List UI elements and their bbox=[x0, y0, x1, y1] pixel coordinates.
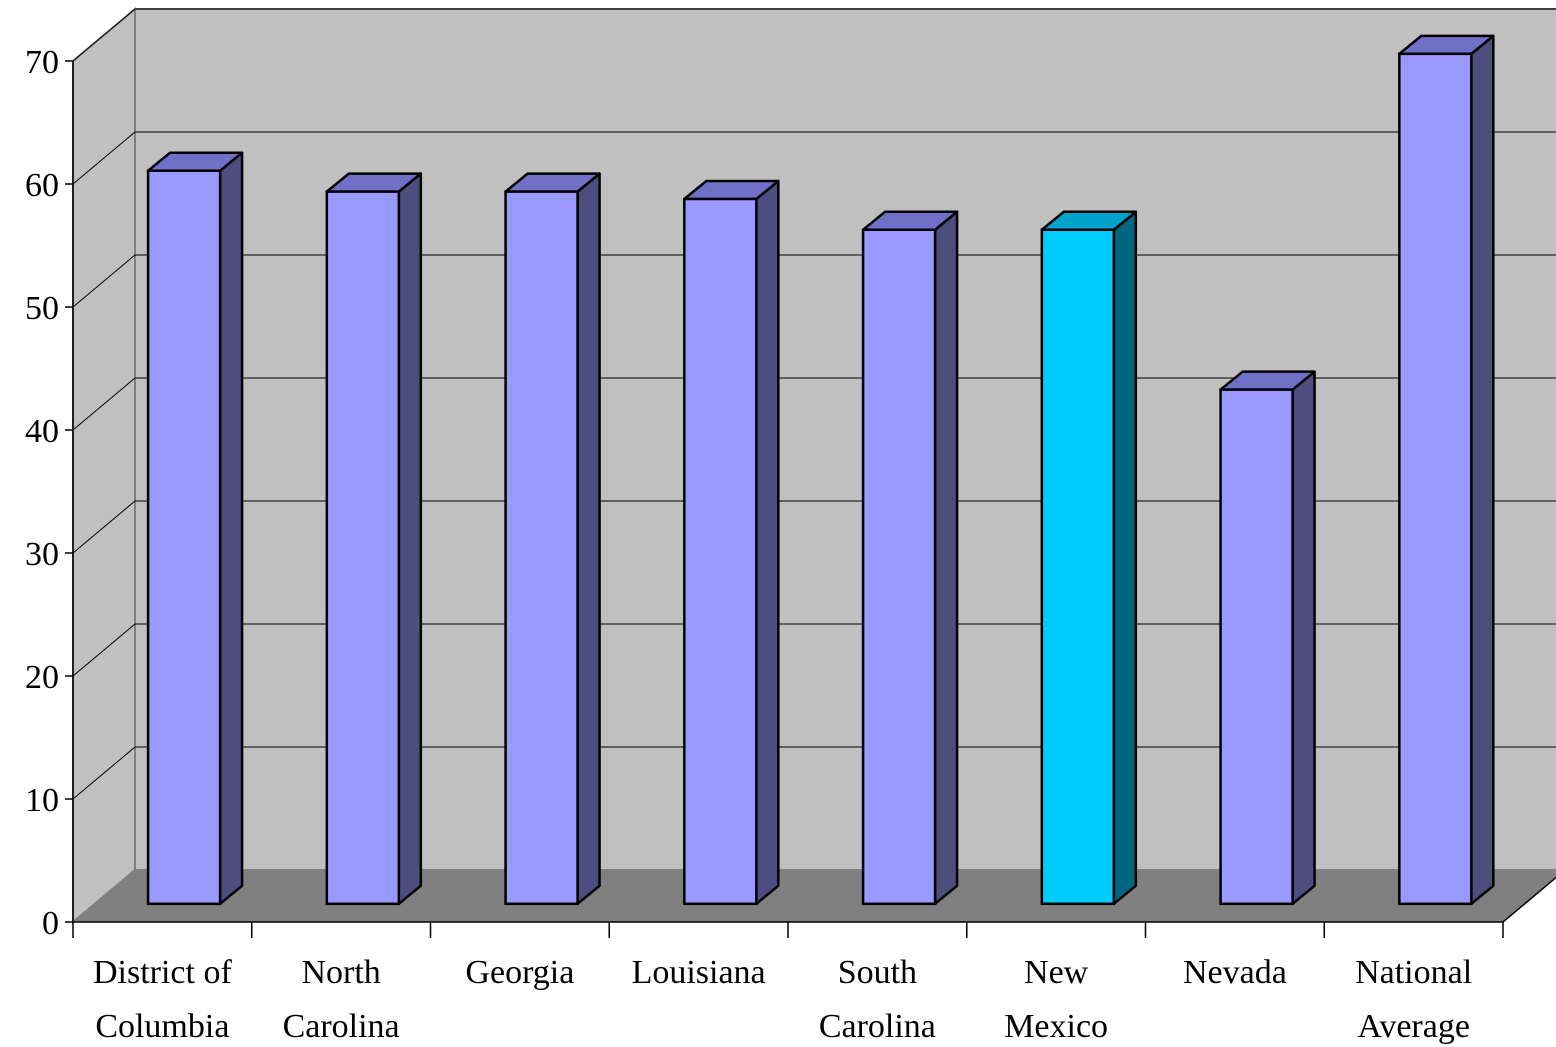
x-tick-label-line: Georgia bbox=[465, 954, 574, 991]
x-tick-label-line: Carolina bbox=[283, 1008, 400, 1045]
bar-side bbox=[755, 179, 780, 906]
bar-front bbox=[683, 197, 758, 906]
gridline-side bbox=[72, 131, 136, 185]
x-tick-label: National Average bbox=[1355, 954, 1472, 1045]
x-tick-label: South Carolina bbox=[819, 954, 936, 1045]
bar-side bbox=[933, 210, 959, 906]
bar-front bbox=[1040, 228, 1116, 906]
bar-side bbox=[397, 172, 423, 906]
bar-front bbox=[1219, 388, 1294, 906]
x-tick-label-line: Nevada bbox=[1183, 954, 1287, 991]
gridline-side bbox=[72, 254, 136, 308]
gridline-side bbox=[72, 623, 136, 677]
x-tick-label: Georgia bbox=[465, 954, 574, 991]
y-tick-label: 20 bbox=[25, 659, 59, 696]
y-tick-label: 0 bbox=[42, 905, 59, 942]
x-tick-label-line: North bbox=[301, 954, 380, 991]
y-tick-label: 70 bbox=[25, 44, 59, 81]
bar-side bbox=[1470, 34, 1495, 906]
x-tick-label-line: Louisiana bbox=[632, 954, 766, 991]
x-tick-label: New Mexico bbox=[1004, 954, 1108, 1045]
x-tick-label: Nevada bbox=[1183, 954, 1287, 991]
x-tick-label: District of Columbia bbox=[93, 954, 232, 1045]
bar bbox=[1040, 210, 1138, 906]
x-tick-label-line: Mexico bbox=[1004, 1008, 1108, 1045]
bar bbox=[861, 210, 959, 906]
bar bbox=[1398, 34, 1495, 906]
gridline-side bbox=[72, 500, 136, 554]
bar-side bbox=[576, 172, 601, 906]
bar-front bbox=[146, 169, 222, 906]
x-axis-depth-line bbox=[1502, 876, 1556, 923]
axes: 0 10 20 30 40 50 60 70 District of Columbia North C… bbox=[25, 44, 1556, 1045]
bar-front bbox=[504, 190, 579, 906]
y-tick-label: 60 bbox=[25, 167, 59, 204]
floor bbox=[73, 870, 1556, 922]
y-tick-label: 10 bbox=[25, 782, 59, 819]
bar bbox=[683, 179, 780, 906]
bar-side bbox=[1291, 370, 1316, 906]
x-tick-label: Louisiana bbox=[632, 954, 766, 991]
bar bbox=[146, 151, 244, 906]
x-tick-label-line: District of bbox=[93, 954, 232, 991]
bar bbox=[325, 172, 423, 906]
chart-walls bbox=[72, 6, 1556, 925]
x-tick-label: North Carolina bbox=[283, 954, 400, 1045]
gridline-side bbox=[72, 377, 136, 431]
x-tick-label-line: Carolina bbox=[819, 1008, 936, 1045]
gridline-side bbox=[72, 8, 136, 62]
y-tick-label: 50 bbox=[25, 290, 59, 327]
bar-front bbox=[325, 190, 401, 906]
y-tick-label: 30 bbox=[25, 536, 59, 573]
x-tick-label-line: Columbia bbox=[95, 1008, 229, 1045]
bar-side bbox=[218, 151, 244, 906]
x-tick-label-line: South bbox=[838, 954, 917, 991]
x-tick-label-line: National bbox=[1355, 954, 1472, 991]
bar bbox=[504, 172, 601, 906]
bar-side bbox=[1112, 210, 1138, 906]
x-tick-label-line: New bbox=[1024, 954, 1089, 991]
bar-front bbox=[861, 228, 937, 906]
gridline-side bbox=[72, 746, 136, 800]
side-wall bbox=[72, 6, 136, 925]
bar-front bbox=[1398, 52, 1473, 906]
y-tick-label: 40 bbox=[25, 413, 59, 450]
x-tick-label-line: Average bbox=[1357, 1008, 1470, 1045]
bar-series bbox=[146, 34, 1495, 906]
bar bbox=[1219, 370, 1316, 906]
